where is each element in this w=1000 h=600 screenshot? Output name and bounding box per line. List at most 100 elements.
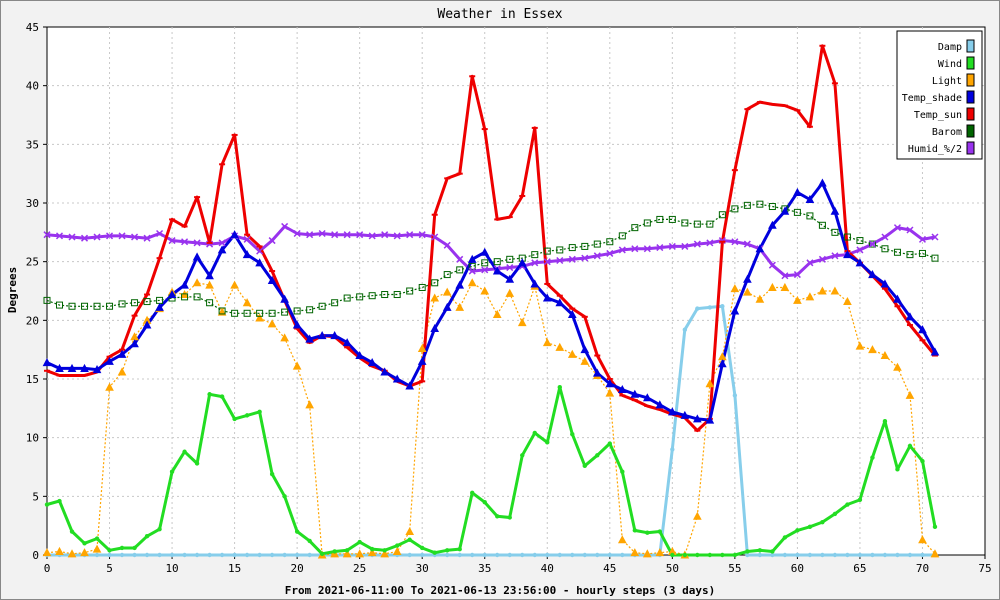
damp-point (832, 552, 838, 558)
wind-point (732, 552, 738, 558)
barom-point (768, 203, 776, 211)
light-point (693, 511, 702, 520)
damp-point (757, 552, 763, 558)
wind-point (932, 524, 938, 530)
legend-label-damp: Damp (938, 42, 962, 53)
humid-2-point (406, 231, 414, 239)
humid-2-point (168, 237, 176, 245)
light-point (105, 382, 114, 391)
wind-point (682, 552, 688, 558)
legend-label-light: Light (932, 76, 962, 87)
barom-point (581, 242, 589, 250)
humid-2-point (681, 242, 689, 250)
light-point (442, 287, 452, 296)
humid-2-point (656, 244, 664, 252)
wind-point (820, 519, 825, 525)
damp-point (670, 447, 675, 452)
light-point (430, 293, 440, 302)
light-point (505, 288, 515, 297)
legend: Damp Wind Light Temp_shade Temp_sun Barom Humi… (896, 30, 983, 160)
barom-point (718, 211, 726, 219)
barom-point (256, 309, 264, 317)
wind-point (657, 529, 663, 534)
wind-point (870, 455, 875, 460)
temp-shade-point (130, 339, 139, 348)
wind-point (520, 453, 525, 458)
temp-shade-point (305, 334, 314, 343)
humid-2-point (343, 231, 351, 239)
light-point (192, 278, 202, 287)
wind-point (232, 416, 237, 422)
wind-point (332, 549, 337, 554)
temp-shade-point (330, 331, 339, 340)
damp-point (582, 552, 587, 558)
temp-shade-point (718, 359, 727, 368)
damp-point (857, 552, 863, 558)
temp-shade-point (630, 389, 640, 398)
damp-point (470, 552, 475, 558)
barom-point (918, 249, 926, 257)
barom-point (243, 309, 251, 317)
light-point (467, 278, 477, 287)
wind-point (132, 545, 137, 551)
temp-shade-point (893, 294, 902, 303)
humid-2-point (831, 252, 839, 260)
barom-point (318, 302, 326, 310)
light-point (655, 548, 665, 557)
damp-point (257, 552, 262, 558)
damp-point (244, 552, 250, 558)
barom-point (618, 232, 626, 240)
damp-point (457, 552, 462, 558)
temp-shade-point (880, 279, 890, 288)
barom-point (856, 237, 864, 245)
legend-swatch-barom (966, 124, 975, 138)
y-tick-label: 30 (26, 197, 39, 210)
temp-shade-point (693, 414, 702, 423)
wind-point (307, 538, 312, 544)
wind-point (169, 469, 175, 474)
humid-2-point (468, 267, 476, 275)
damp-point (282, 552, 287, 558)
damp-point (445, 552, 450, 558)
damp-point (307, 552, 312, 558)
temp-shade-point (755, 244, 765, 253)
light-point (42, 548, 52, 557)
x-tick-label: 20 (291, 562, 304, 575)
barom-point (531, 251, 539, 259)
wind-point (495, 514, 500, 519)
legend-label-humid-2: Humid_%/2 (908, 144, 962, 155)
temp-shade-point (805, 194, 815, 203)
wind-point (782, 535, 788, 540)
barom-point (493, 258, 501, 266)
light-point (617, 535, 627, 544)
temp-shade-point (117, 349, 127, 358)
chart-title: Weather in Essex (437, 7, 562, 22)
barom-point (568, 244, 576, 252)
humid-2-point (293, 229, 301, 238)
light-point (355, 549, 365, 558)
wind-point (595, 453, 600, 458)
humid-2-point (743, 240, 751, 248)
wind-point (557, 385, 562, 390)
light-point (242, 298, 252, 307)
x-tick-label: 50 (666, 562, 679, 575)
wind-point (344, 548, 350, 553)
wind-point (269, 471, 275, 477)
damp-point (920, 552, 925, 558)
temp-shade-point (492, 266, 502, 275)
damp-point (232, 552, 237, 558)
light-point (405, 526, 415, 536)
barom-point (331, 299, 339, 307)
damp-point (169, 552, 175, 558)
wind-point (57, 498, 62, 504)
y-axis-label: Degrees (6, 267, 19, 313)
barom-point (793, 208, 801, 216)
barom-point (593, 240, 601, 248)
wind-point (620, 469, 625, 474)
damp-point (607, 552, 612, 558)
humid-2-point (481, 266, 489, 274)
wind-point (369, 546, 375, 552)
wind-point (807, 524, 813, 530)
temp-shade-point (105, 356, 114, 365)
barom-point (668, 215, 676, 223)
